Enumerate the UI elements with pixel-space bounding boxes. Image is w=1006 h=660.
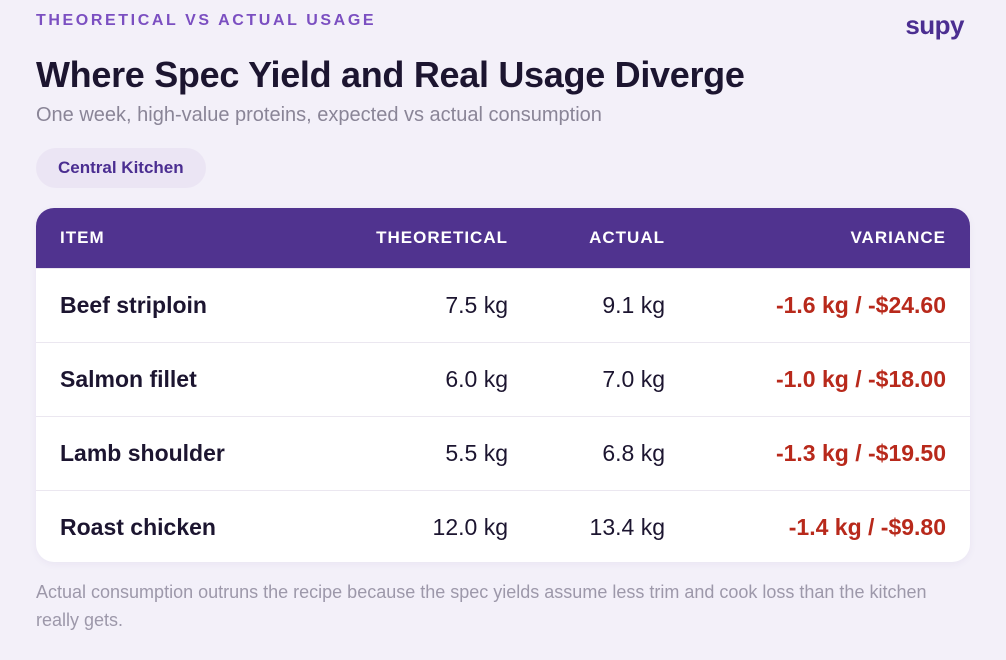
row-actual-value: 13.4 kg	[589, 514, 665, 540]
table-header: ITEM THEORETICAL ACTUAL VARIANCE	[36, 208, 970, 268]
page-title: Where Spec Yield and Real Usage Diverge	[36, 54, 745, 95]
table-row[interactable]: Beef striploin 7.5 kg 9.1 kg -1.6 kg / -…	[36, 268, 970, 342]
row-theoretical-value: 12.0 kg	[432, 514, 508, 540]
row-item-name: Beef striploin	[60, 292, 207, 318]
column-header-theoretical[interactable]: THEORETICAL	[376, 228, 508, 247]
table-row[interactable]: Salmon fillet 6.0 kg 7.0 kg -1.0 kg / -$…	[36, 342, 970, 416]
row-theoretical-value: 6.0 kg	[445, 366, 508, 392]
eyebrow-label: THEORETICAL VS ACTUAL USAGE	[36, 12, 377, 29]
row-item-name: Salmon fillet	[60, 366, 197, 392]
row-theoretical-value: 7.5 kg	[445, 292, 508, 318]
page-subtitle: One week, high-value proteins, expected …	[36, 104, 602, 126]
row-item-name: Roast chicken	[60, 514, 216, 540]
table-row[interactable]: Lamb shoulder 5.5 kg 6.8 kg -1.3 kg / -$…	[36, 416, 970, 490]
column-header-variance[interactable]: VARIANCE	[850, 228, 946, 247]
row-actual-value: 7.0 kg	[602, 366, 665, 392]
usage-table: ITEM THEORETICAL ACTUAL VARIANCE Beef st…	[36, 208, 970, 562]
row-theoretical-value: 5.5 kg	[445, 440, 508, 466]
column-header-item[interactable]: ITEM	[60, 228, 105, 247]
row-item-name: Lamb shoulder	[60, 440, 225, 466]
row-actual-value: 6.8 kg	[602, 440, 665, 466]
supy-logo[interactable]: supy	[905, 10, 964, 40]
row-variance-value: -1.3 kg / -$19.50	[775, 440, 946, 466]
column-header-actual[interactable]: ACTUAL	[589, 228, 665, 247]
row-variance-value: -1.0 kg / -$18.00	[775, 366, 946, 392]
row-variance-value: -1.6 kg / -$24.60	[775, 292, 946, 318]
table-row[interactable]: Roast chicken 12.0 kg 13.4 kg -1.4 kg / …	[36, 490, 970, 562]
location-chip[interactable]: Central Kitchen	[36, 148, 206, 188]
row-variance-value: -1.4 kg / -$9.80	[788, 514, 946, 540]
footnote: Actual consumption outruns the recipe be…	[36, 582, 927, 630]
row-actual-value: 9.1 kg	[602, 292, 665, 318]
